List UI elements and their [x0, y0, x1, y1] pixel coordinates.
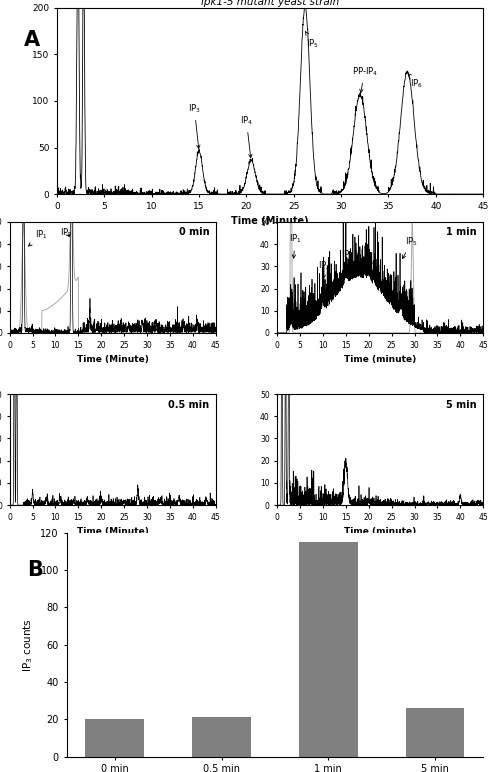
Text: A: A — [24, 30, 40, 50]
Text: IP$_6$: IP$_6$ — [408, 73, 423, 90]
Text: IP$_4$: IP$_4$ — [240, 114, 253, 157]
Text: B: B — [27, 560, 42, 580]
Text: IP$_3$: IP$_3$ — [341, 249, 354, 269]
Text: 5 min: 5 min — [447, 400, 477, 410]
Text: 0 min: 0 min — [179, 228, 209, 238]
X-axis label: Time (minute): Time (minute) — [344, 527, 416, 537]
Bar — [406, 708, 464, 757]
Bar — [192, 717, 251, 757]
Y-axis label: IP$_3$ counts: IP$_3$ counts — [21, 618, 35, 672]
Text: IP$_5$: IP$_5$ — [403, 235, 418, 259]
X-axis label: Time (Minute): Time (Minute) — [77, 355, 149, 364]
Text: IP$_2$: IP$_2$ — [319, 259, 331, 278]
Bar — [299, 542, 358, 757]
Text: IP$_4$: IP$_4$ — [364, 255, 377, 276]
Bar — [85, 720, 144, 757]
Text: IP$_1$: IP$_1$ — [28, 229, 48, 246]
X-axis label: Time (minute): Time (minute) — [344, 355, 416, 364]
X-axis label: Time (Minute): Time (Minute) — [77, 527, 149, 537]
Text: IP$_2$: IP$_2$ — [60, 226, 73, 239]
Text: PP-IP$_4$: PP-IP$_4$ — [352, 65, 378, 93]
X-axis label: Time (Minute): Time (Minute) — [231, 216, 309, 226]
Text: 1 min: 1 min — [447, 228, 477, 238]
Text: IP$_1$: IP$_1$ — [289, 233, 302, 258]
Text: IP$_3$: IP$_3$ — [188, 103, 201, 148]
Text: 0.5 min: 0.5 min — [168, 400, 209, 410]
Text: IP$_5$: IP$_5$ — [305, 32, 319, 49]
Title: ipk1-5 mutant yeast strain: ipk1-5 mutant yeast strain — [201, 0, 339, 7]
